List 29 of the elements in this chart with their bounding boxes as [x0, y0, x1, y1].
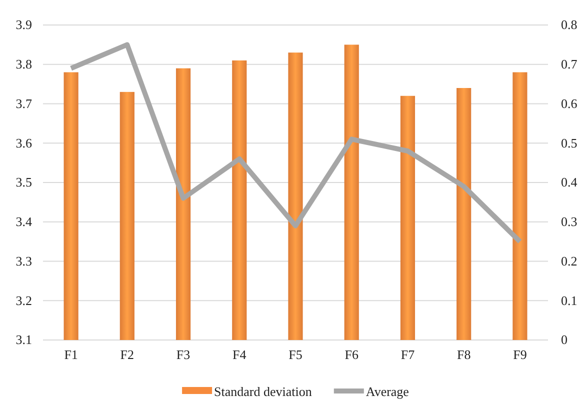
- y2-tick-label: 0.6: [561, 96, 578, 111]
- x-tick-label: F8: [456, 347, 471, 362]
- y2-tick-label: 0.8: [561, 17, 578, 32]
- legend-label: Standard deviation: [214, 384, 312, 399]
- y2-tick-label: 0: [561, 332, 568, 348]
- x-tick-label: F3: [176, 347, 190, 362]
- x-tick-label: F5: [288, 347, 302, 362]
- x-tick-label: F4: [232, 347, 247, 362]
- x-tick-label: F7: [400, 347, 416, 362]
- x-tick-label: F6: [344, 347, 359, 362]
- y-tick-label: 3.3: [16, 253, 32, 268]
- y2-tick-label: 0.4: [561, 174, 578, 190]
- y-tick-label: 3.6: [16, 135, 32, 150]
- y2-tick-label: 0.3: [561, 214, 578, 230]
- x-tick-label: F2: [120, 347, 134, 362]
- y2-tick-label: 0.5: [561, 135, 578, 150]
- y-tick-label: 3.5: [16, 174, 32, 190]
- y2-tick-label: 0.2: [561, 253, 578, 268]
- y-tick-label: 3.8: [16, 56, 32, 72]
- x-tick-label: F1: [64, 347, 78, 362]
- x-tick-label: F9: [513, 347, 527, 362]
- y2-tick-label: 0.7: [561, 56, 578, 72]
- y-tick-label: 3.9: [16, 17, 32, 32]
- y-tick-label: 3.4: [16, 214, 32, 230]
- y2-tick-label: 0.1: [561, 292, 578, 308]
- legend-label: Average: [366, 384, 410, 399]
- y-tick-label: 3.7: [16, 96, 32, 111]
- y-tick-label: 3.1: [16, 332, 32, 348]
- y-tick-label: 3.2: [16, 292, 32, 308]
